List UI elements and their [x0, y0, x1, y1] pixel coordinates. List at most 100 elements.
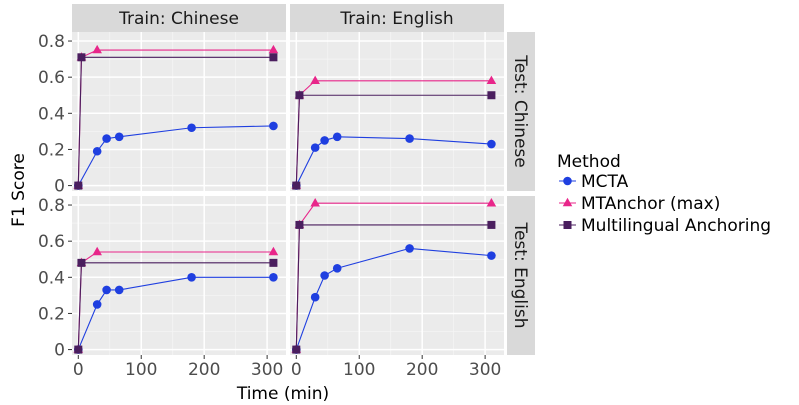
y-tick-label: 0.2: [38, 140, 65, 160]
row-strip-bg: [507, 196, 535, 355]
row-strip-bg: [507, 32, 535, 191]
data-point: [292, 345, 301, 354]
data-point: [486, 198, 497, 207]
data-point: [562, 197, 573, 207]
y-tick-label: 0: [54, 177, 65, 197]
data-point: [320, 136, 329, 145]
data-point: [114, 285, 124, 295]
series-multilingual-anchoring: [292, 220, 496, 354]
data-point: [405, 134, 414, 143]
y-axis-title: F1 Score: [9, 153, 29, 227]
data-point: [295, 91, 304, 100]
row-strip: Test: English: [507, 196, 535, 355]
series-mcta: [73, 273, 278, 354]
y-tick-label: 0.2: [38, 304, 65, 324]
data-point: [310, 292, 320, 302]
data-point: [487, 220, 496, 229]
series-multilingual-anchoring: [292, 91, 496, 190]
data-point: [92, 300, 102, 309]
series-multilingual-anchoring: [74, 53, 278, 190]
series-line: [77, 276, 274, 350]
legend-item: MCTA: [559, 172, 629, 192]
data-point: [332, 263, 342, 273]
x-tick-label: 300: [251, 360, 283, 380]
data-point: [332, 132, 342, 142]
legend-key-marker: [563, 176, 572, 186]
data-point: [269, 53, 278, 62]
data-point: [269, 258, 278, 267]
y-tick-label: 0.6: [38, 68, 65, 88]
x-tick-label: 100: [343, 360, 375, 380]
row-strip-label: Test: English: [510, 222, 530, 329]
legend-key-marker: [562, 197, 573, 207]
x-tick-label: 200: [188, 360, 220, 380]
column-strip: Train: English: [290, 4, 504, 32]
data-point: [92, 146, 102, 156]
x-tick-label: 200: [406, 360, 438, 380]
row-strip: Test: Chinese: [507, 32, 535, 191]
data-point: [563, 176, 572, 186]
data-point: [77, 53, 86, 62]
data-point: [405, 244, 414, 253]
y-tick-label: 0.8: [38, 196, 65, 216]
data-point: [74, 345, 83, 354]
legend-label: Multilingual Anchoring: [581, 216, 771, 236]
y-tick-label: 0.4: [38, 268, 65, 288]
legend-label: MCTA: [581, 172, 629, 192]
legend-label: MTAnchor (max): [581, 194, 720, 214]
data-point: [187, 273, 196, 282]
data-point: [310, 198, 320, 207]
data-point: [269, 121, 278, 131]
data-point: [268, 44, 279, 54]
panels: Train: Chinese Train: English Test: Chines…: [38, 4, 535, 380]
x-tick-label: 0: [73, 360, 84, 380]
column-strip-label: Train: Chinese: [118, 9, 239, 29]
column-strip-bg: [290, 4, 504, 32]
data-point: [310, 75, 320, 85]
data-point: [487, 91, 496, 100]
row-strip-label: Test: Chinese: [510, 54, 530, 168]
y-tick-label: 0.8: [38, 32, 65, 52]
x-tick-label: 100: [125, 360, 157, 380]
panel: [290, 196, 504, 355]
series-line: [295, 136, 492, 186]
data-point: [102, 134, 111, 143]
legend-title: Method: [557, 152, 621, 172]
data-point: [320, 271, 329, 280]
data-point: [77, 258, 86, 267]
data-point: [92, 44, 102, 54]
panel: [72, 196, 286, 355]
data-point: [292, 181, 301, 190]
data-point: [295, 220, 304, 229]
column-strip-bg: [72, 4, 286, 32]
data-point: [92, 246, 102, 256]
data-point: [268, 246, 279, 256]
data-point: [563, 221, 572, 229]
series-multilingual-anchoring: [74, 258, 278, 354]
legend-item: Multilingual Anchoring: [559, 216, 771, 236]
panel: [290, 32, 504, 191]
series-line: [77, 125, 274, 186]
panel-background: [290, 32, 504, 191]
data-point: [487, 251, 496, 260]
data-point: [187, 123, 196, 133]
data-point: [269, 273, 278, 282]
data-point: [486, 75, 497, 85]
x-tick-label: 300: [469, 360, 501, 380]
y-tick-label: 0.6: [38, 232, 65, 252]
column-strip: Train: Chinese: [72, 4, 286, 32]
series-line: [295, 247, 492, 350]
y-tick-label: 0.4: [38, 104, 65, 124]
data-point: [114, 132, 124, 142]
data-point: [310, 143, 320, 152]
panel-background: [72, 196, 286, 355]
data-point: [74, 181, 83, 190]
panel-background: [72, 32, 286, 191]
column-strip-label: Train: English: [339, 9, 453, 29]
data-point: [102, 285, 111, 295]
y-tick-label: 0: [54, 341, 65, 361]
legend-item: MTAnchor (max): [559, 194, 720, 214]
data-point: [487, 139, 496, 149]
